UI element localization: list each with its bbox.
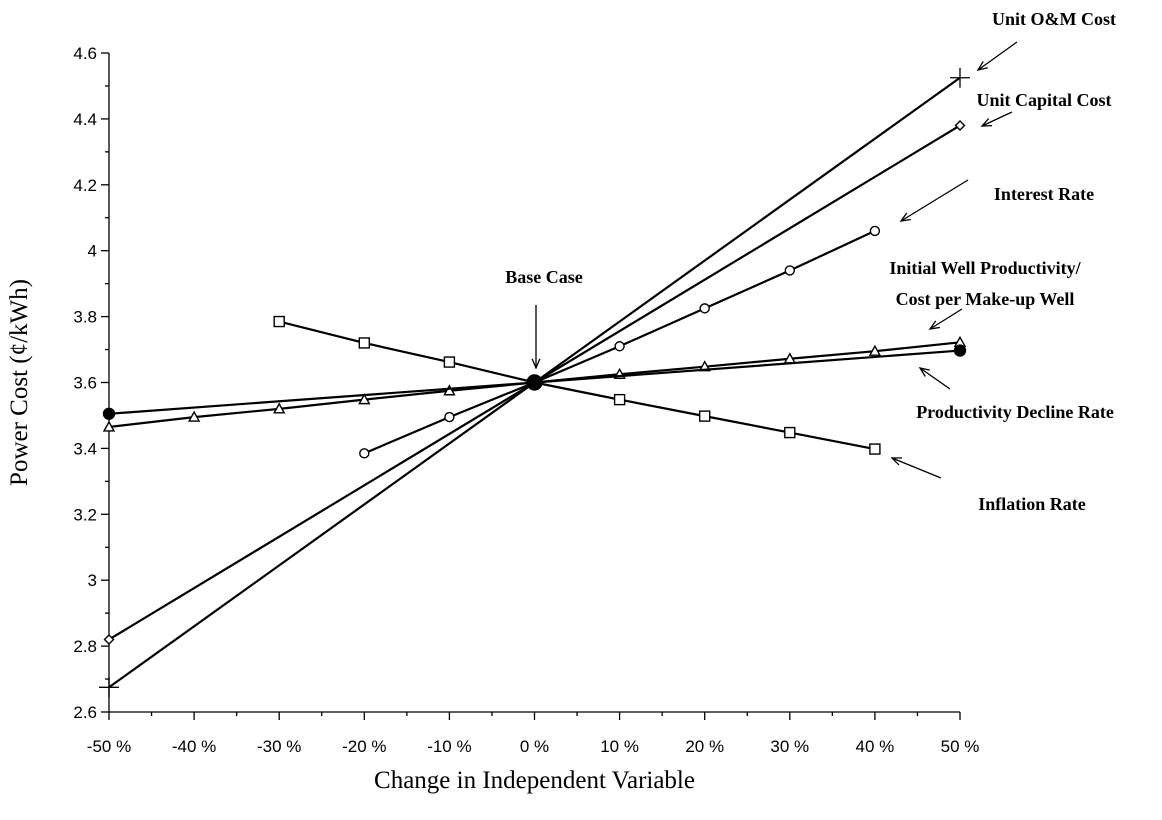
y-tick-label: 3.4: [73, 439, 97, 458]
arrow-head: [980, 118, 993, 127]
annotation-label: Inflation Rate: [978, 494, 1086, 514]
data-point: [273, 315, 285, 328]
data-point: [102, 407, 116, 421]
data-point: [102, 420, 116, 432]
y-tick-label: 3.6: [73, 374, 97, 393]
axes: 2.6 2.8 3 3.2 3.4 3.6 3.8 4 4.2 4.4 4.6 -50 % -40 % -…: [73, 44, 979, 756]
data-point: [784, 265, 795, 276]
annotations-group: Unit O&M Cost Unit Capital Cost Interest R…: [505, 9, 1116, 514]
annotation-base-case: Base Case: [505, 267, 583, 370]
annotation-interest-rate: Interest Rate: [899, 179, 1094, 222]
data-point: [868, 344, 882, 356]
y-tick-label: 4.2: [73, 176, 97, 195]
data-point: [443, 384, 456, 396]
data-point: [614, 341, 625, 352]
series-interest-rate: [359, 225, 881, 459]
annotation-unit-capital-cost: Unit Capital Cost: [976, 90, 1112, 127]
x-tick-label: -20 %: [342, 737, 386, 756]
data-point: [699, 303, 710, 314]
annotation-arrow: [900, 179, 969, 222]
data-point: [953, 344, 967, 357]
annotation-label: Base Case: [505, 267, 583, 287]
x-tick-label: 20 %: [685, 737, 724, 756]
y-tick-label: 3: [88, 571, 97, 590]
annotation-initial-well-productivity: Initial Well Productivity/Cost per Make-…: [889, 258, 1082, 330]
x-tick-label: 50 %: [941, 737, 980, 756]
data-point: [273, 402, 286, 414]
annotation-productivity-decline-rate: Productivity Decline Rate: [916, 367, 1114, 422]
x-tick-label: 40 %: [856, 737, 895, 756]
x-tick-label: 0 %: [520, 737, 549, 756]
annotation-arrow: [891, 457, 942, 479]
arrow-head: [890, 457, 903, 466]
data-point: [444, 411, 455, 423]
data-point: [869, 443, 881, 455]
x-axis-title: Change in Independent Variable: [374, 767, 695, 794]
data-point: [869, 225, 881, 237]
y-tick-label: 3.2: [73, 505, 97, 524]
annotation-arrow: [919, 367, 951, 390]
series-inflation-rate: [273, 315, 881, 455]
data-point: [187, 410, 201, 422]
annotation-label: Productivity Decline Rate: [916, 402, 1114, 422]
x-tick-label: 10 %: [600, 737, 639, 756]
y-tick-label: 2.6: [73, 703, 97, 722]
x-tick-label: -10 %: [427, 737, 471, 756]
data-point: [950, 67, 970, 88]
y-axis-title: Power Cost (¢/kWh): [6, 279, 33, 486]
x-tick-label: 30 %: [770, 737, 809, 756]
annotation-arrow: [981, 111, 1013, 127]
series-group: [99, 67, 970, 698]
annotation-label: Interest Rate: [994, 184, 1094, 204]
base-case-point: [526, 374, 543, 391]
arrow-head: [531, 358, 541, 370]
data-point: [954, 120, 966, 131]
x-tick-label: -50 %: [87, 737, 131, 756]
y-tick-label: 2.8: [73, 637, 97, 656]
y-tick-label: 4.4: [73, 110, 97, 129]
arrow-head: [899, 212, 911, 222]
data-point: [358, 393, 371, 405]
data-point: [699, 410, 711, 422]
arrow-head: [976, 61, 988, 71]
data-point: [103, 634, 115, 645]
arrow-head: [918, 367, 930, 377]
data-point: [99, 677, 119, 698]
annotation-arrow: [977, 41, 1018, 71]
y-tick-label: 4: [88, 242, 97, 261]
data-point: [443, 356, 456, 368]
annotation-unit-o-m-cost: Unit O&M Cost: [976, 9, 1116, 71]
y-tick-label: 4.6: [73, 44, 97, 63]
x-tick-label: -30 %: [257, 737, 301, 756]
data-point: [613, 393, 626, 406]
data-point: [359, 448, 370, 459]
annotation-label: Unit Capital Cost: [976, 90, 1111, 110]
arrow-head: [928, 320, 940, 330]
series-line: [278, 320, 876, 451]
annotation-label-line2: Cost per Make-up Well: [896, 289, 1075, 309]
data-point: [784, 426, 796, 439]
x-tick-label: -40 %: [172, 737, 216, 756]
y-tick-label: 3.8: [73, 308, 97, 327]
annotation-label: Initial Well Productivity/: [889, 258, 1081, 278]
data-point: [358, 337, 370, 349]
annotation-label: Unit O&M Cost: [992, 9, 1116, 29]
annotation-inflation-rate: Inflation Rate: [890, 457, 1086, 514]
annotation-arrow: [929, 308, 963, 330]
